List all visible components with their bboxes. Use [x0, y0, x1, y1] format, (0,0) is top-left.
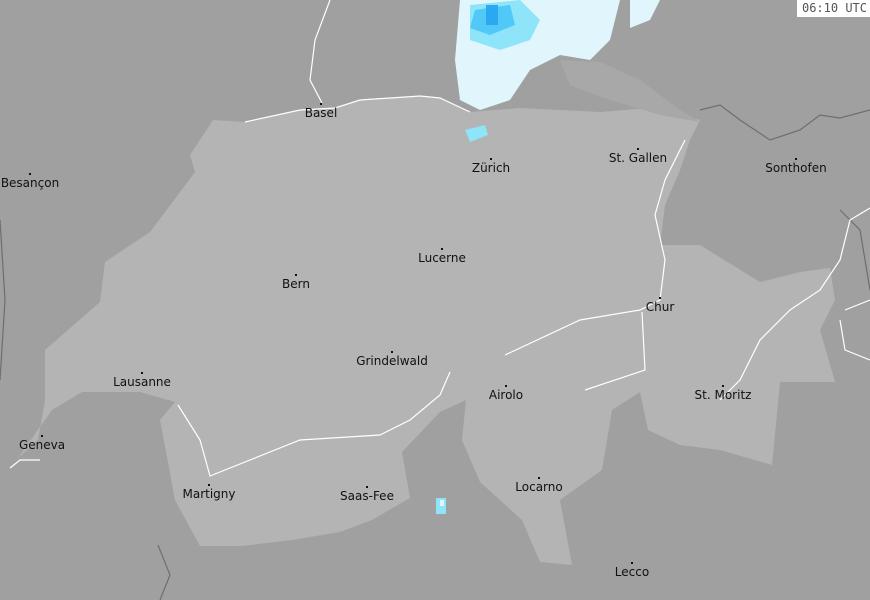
city-label: Zürich: [472, 161, 510, 175]
city-dot: [41, 435, 43, 437]
city-dot: [795, 158, 797, 160]
city-lausanne: Lausanne: [113, 372, 171, 389]
city-label: Basel: [305, 106, 338, 120]
city-st-moritz: St. Moritz: [695, 385, 752, 402]
city-st-gallen: St. Gallen: [609, 148, 667, 165]
city-dot: [722, 385, 724, 387]
timestamp-label: 06:10 UTC: [796, 0, 870, 17]
city-label: Chur: [646, 300, 675, 314]
city-z-rich: Zürich: [472, 158, 510, 175]
city-martigny: Martigny: [182, 484, 236, 501]
city-dot: [29, 173, 31, 175]
city-lucerne: Lucerne: [418, 248, 466, 265]
city-sonthofen: Sonthofen: [765, 158, 827, 175]
rivers: [9, 0, 870, 477]
city-label: Lecco: [615, 565, 649, 579]
city-label: Airolo: [489, 388, 523, 402]
city-label: Saas-Fee: [340, 489, 394, 503]
city-label: Bern: [282, 277, 310, 291]
city-dot: [490, 158, 492, 160]
city-label: St. Moritz: [695, 388, 752, 402]
lake-constance-region: [560, 60, 700, 122]
city-label: Martigny: [182, 487, 235, 501]
switzerland-region: [18, 96, 835, 565]
city-dot: [208, 484, 210, 486]
city-label: Locarno: [515, 480, 562, 494]
city-airolo: Airolo: [489, 385, 523, 402]
city-lecco: Lecco: [615, 562, 649, 579]
city-label: Besançon: [1, 176, 59, 190]
city-label: Lucerne: [418, 251, 466, 265]
precipitation-overlay: [436, 0, 660, 514]
city-label: Grindelwald: [356, 354, 428, 368]
city-basel: Basel: [305, 103, 338, 120]
city-grindelwald: Grindelwald: [356, 351, 428, 368]
city-label: Lausanne: [113, 375, 171, 389]
city-dot: [320, 103, 322, 105]
city-dot: [505, 385, 507, 387]
city-dot: [441, 248, 443, 250]
city-dot: [391, 351, 393, 353]
borders: [0, 104, 870, 600]
city-dot: [538, 477, 540, 479]
city-saas-fee: Saas-Fee: [340, 486, 394, 503]
city-bern: Bern: [282, 274, 310, 291]
city-label: Geneva: [19, 438, 65, 452]
city-geneva: Geneva: [19, 435, 65, 452]
city-dot: [141, 372, 143, 374]
city-labels: Basel Besançon Zürich St. Gallen Sonthofen Lu…: [1, 103, 827, 579]
city-dot: [637, 148, 639, 150]
city-dot: [366, 486, 368, 488]
city-label: St. Gallen: [609, 151, 667, 165]
city-label: Sonthofen: [765, 161, 826, 175]
city-dot: [295, 274, 297, 276]
city-dot: [659, 297, 661, 299]
city-locarno: Locarno: [515, 477, 563, 494]
city-dot: [631, 562, 633, 564]
city-besan-on: Besançon: [1, 173, 59, 190]
city-chur: Chur: [646, 297, 675, 314]
